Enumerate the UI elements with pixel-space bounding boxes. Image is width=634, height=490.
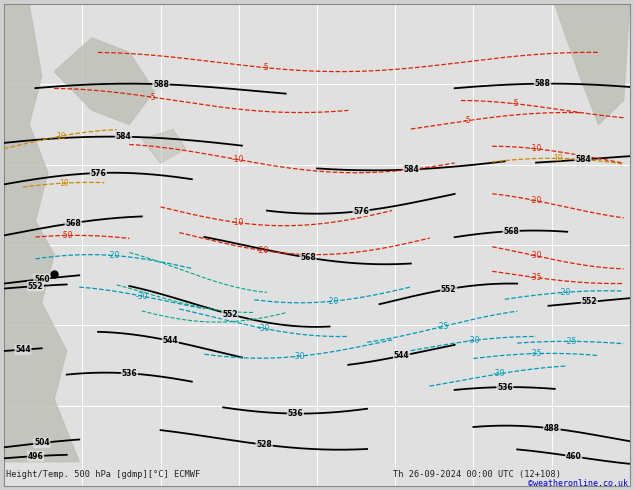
Text: Height/Temp. 500 hPa [gdmp][°C] ECMWF: Height/Temp. 500 hPa [gdmp][°C] ECMWF — [6, 470, 200, 479]
Text: 544: 544 — [394, 351, 410, 360]
Text: 576: 576 — [353, 207, 369, 216]
Text: -5: -5 — [463, 116, 471, 125]
Text: 584: 584 — [403, 165, 419, 174]
Text: 588: 588 — [534, 79, 550, 88]
Text: 568: 568 — [300, 253, 316, 262]
Text: -50: -50 — [61, 231, 73, 240]
Text: 536: 536 — [122, 369, 138, 378]
Text: -5: -5 — [149, 93, 157, 102]
Text: 544: 544 — [15, 345, 31, 354]
Text: -35: -35 — [530, 273, 542, 282]
Text: -10: -10 — [530, 144, 542, 153]
Text: 552: 552 — [222, 310, 238, 318]
Text: 584: 584 — [115, 132, 131, 141]
Text: 560: 560 — [34, 274, 49, 284]
Text: -20: -20 — [530, 196, 542, 205]
Polygon shape — [555, 4, 630, 124]
Text: -30: -30 — [467, 336, 480, 345]
Text: 10: 10 — [59, 179, 68, 188]
Polygon shape — [55, 38, 154, 124]
Polygon shape — [142, 129, 186, 163]
Text: ©weatheronline.co.uk: ©weatheronline.co.uk — [527, 479, 628, 488]
Text: 552: 552 — [441, 285, 456, 294]
Text: -30: -30 — [493, 369, 505, 378]
Text: 488: 488 — [544, 424, 560, 433]
Text: 496: 496 — [28, 452, 44, 461]
Text: 528: 528 — [256, 440, 272, 449]
Text: -20: -20 — [558, 288, 571, 297]
Text: -20: -20 — [257, 246, 269, 255]
Text: -25: -25 — [564, 337, 577, 346]
Text: 576: 576 — [91, 169, 107, 177]
Text: 10: 10 — [56, 132, 65, 141]
Text: 10: 10 — [553, 154, 563, 163]
Text: -30: -30 — [258, 324, 270, 333]
Text: 544: 544 — [162, 336, 178, 345]
Text: Th 26-09-2024 00:00 UTC (12+108): Th 26-09-2024 00:00 UTC (12+108) — [393, 470, 561, 479]
Text: 536: 536 — [497, 383, 513, 392]
Text: -5: -5 — [262, 63, 269, 72]
Text: -20: -20 — [327, 296, 339, 306]
Text: -30: -30 — [292, 352, 305, 361]
Text: -25: -25 — [436, 322, 449, 331]
Text: 588: 588 — [153, 80, 169, 89]
Text: 460: 460 — [566, 452, 581, 461]
Text: 552: 552 — [28, 282, 43, 291]
Text: -30: -30 — [136, 292, 148, 300]
Text: 568: 568 — [503, 227, 519, 236]
Text: -20: -20 — [108, 251, 120, 260]
Text: -10: -10 — [232, 155, 244, 164]
Text: -10: -10 — [232, 218, 244, 227]
Text: 536: 536 — [288, 409, 303, 418]
Text: -30: -30 — [530, 251, 542, 260]
Text: -35: -35 — [530, 349, 543, 358]
Text: 504: 504 — [34, 439, 49, 447]
Text: 552: 552 — [581, 297, 597, 306]
Polygon shape — [4, 4, 79, 462]
Text: 584: 584 — [575, 155, 591, 164]
Text: 568: 568 — [65, 219, 81, 227]
Text: -5: -5 — [512, 99, 519, 108]
